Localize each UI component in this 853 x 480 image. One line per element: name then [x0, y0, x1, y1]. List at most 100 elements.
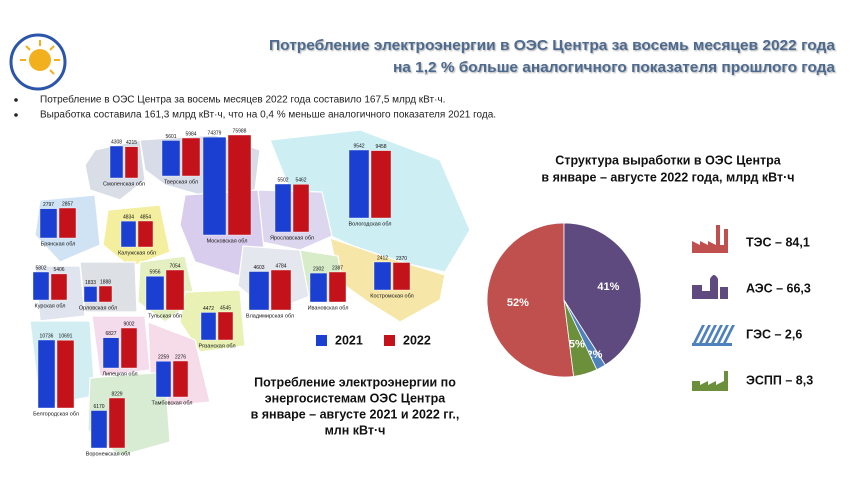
legend-label: 2022	[403, 333, 431, 347]
icon-shape	[692, 275, 728, 299]
legend-icon	[692, 371, 728, 391]
value-label: 2857	[62, 201, 73, 207]
bar	[227, 134, 252, 236]
bar	[200, 312, 217, 341]
title-line: на 1,2 % больше аналогичного показателя …	[393, 59, 836, 76]
bar	[90, 410, 108, 449]
value-label: 9002	[123, 321, 134, 327]
bar	[124, 146, 139, 179]
bar	[328, 271, 347, 303]
bar	[373, 261, 392, 291]
value-label: 9542	[353, 143, 364, 149]
bar	[161, 140, 181, 177]
legend-icon	[692, 325, 735, 346]
value-label: 4834	[123, 214, 134, 220]
bar	[83, 286, 98, 303]
value-label: 8229	[111, 391, 122, 397]
value-label: 75988	[233, 128, 247, 134]
value-label: 10736	[40, 333, 54, 339]
region-label: Белгородская обл	[33, 411, 79, 417]
region-label: Костромская обл	[370, 293, 413, 299]
bar	[50, 273, 68, 301]
bar	[392, 262, 411, 291]
value-label: 7054	[169, 263, 180, 269]
bar	[248, 271, 270, 311]
region-label: Тверская обл	[164, 179, 198, 185]
region-label: Московская обл	[207, 238, 248, 244]
legend-icon	[692, 225, 728, 253]
bar	[37, 339, 56, 409]
region-label: Рязанская обл	[198, 343, 235, 349]
bar	[98, 285, 113, 303]
legend-swatch	[316, 335, 327, 346]
value-label: 5984	[185, 131, 196, 137]
bar	[348, 149, 370, 219]
value-label: 9458	[375, 144, 386, 150]
region-label: Ивановская обл	[308, 305, 349, 311]
value-label: 4545	[220, 305, 231, 311]
value-label: 2370	[396, 256, 407, 262]
icon-shape	[692, 371, 728, 391]
logo	[9, 33, 67, 91]
icon-shape	[710, 325, 723, 345]
icon-shape	[692, 343, 732, 346]
value-label: 5956	[149, 270, 160, 276]
legend-label: ТЭС – 84,1	[746, 235, 810, 249]
icon-shape	[716, 325, 729, 345]
value-label: 4854	[140, 214, 151, 220]
chart-title: в январе – августе 2022 года, млрд кВт·ч	[541, 170, 794, 184]
title-line: Потребление электроэнергии в ОЭС Центра …	[269, 37, 836, 54]
icon-shape	[692, 325, 705, 345]
region-label: Липецкая обл	[102, 371, 137, 377]
bar	[274, 183, 292, 233]
region-label: Смоленская обл	[103, 181, 145, 187]
icon-shape	[698, 325, 711, 345]
bar	[108, 397, 126, 449]
value-label: 2302	[313, 266, 324, 272]
region-label: Владимирская обл	[246, 313, 294, 319]
bar	[155, 361, 172, 398]
legend-icon	[692, 275, 728, 299]
value-label: 2276	[175, 354, 186, 360]
bar	[39, 208, 58, 239]
bar	[165, 269, 185, 311]
bar	[202, 136, 227, 236]
legend-label: АЭС – 66,3	[746, 281, 811, 295]
value-label: 2259	[158, 355, 169, 361]
legend-label: ГЭС – 2,6	[746, 327, 802, 341]
value-label: 4603	[253, 265, 264, 271]
bullet	[14, 98, 18, 102]
region-label: Тамбовская обл	[152, 400, 193, 406]
legend-swatch	[384, 335, 395, 346]
value-label: 10691	[59, 334, 73, 340]
bullet	[14, 113, 18, 117]
pie-label: 41%	[597, 281, 619, 293]
region-label: Тульская обл	[148, 313, 182, 319]
bar	[370, 150, 392, 219]
chart-caption: энергосистемам ОЭС Центра	[265, 391, 446, 405]
bar	[58, 207, 77, 239]
pie-slice	[563, 299, 598, 377]
bar	[56, 340, 75, 409]
pie-label: 52%	[507, 297, 529, 309]
value-label: 5601	[165, 134, 176, 140]
value-label: 4215	[126, 140, 137, 146]
bar	[181, 137, 201, 177]
bar	[172, 360, 189, 398]
bar	[292, 184, 310, 233]
region-label: Калужская обл	[118, 250, 156, 256]
value-label: 4472	[203, 306, 214, 312]
icon-shape	[722, 325, 735, 345]
icon-shape	[692, 225, 728, 253]
region-label: Ярославская обл	[270, 235, 314, 241]
bar	[32, 271, 50, 301]
chart-caption: Потребление электроэнергии по	[254, 375, 456, 389]
value-label: 1888	[100, 279, 111, 285]
bullet-text: Потребление в ОЭС Центра за восемь месяц…	[40, 94, 445, 106]
legend-label: ЭСПП – 8,3	[746, 373, 813, 387]
legend-label: 2021	[335, 333, 363, 347]
bar	[102, 337, 120, 369]
value-label: 4308	[111, 139, 122, 145]
region-label: Брянская обл	[41, 241, 76, 247]
